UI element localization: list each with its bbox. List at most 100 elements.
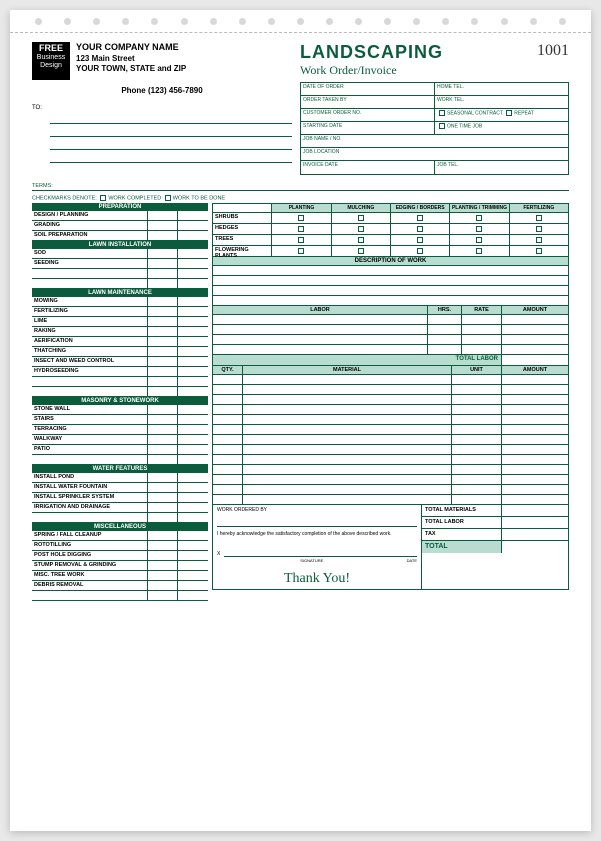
description-line[interactable] <box>212 266 569 276</box>
item-col1[interactable] <box>148 297 178 306</box>
to-line[interactable] <box>50 114 292 124</box>
item-col1[interactable] <box>148 337 178 346</box>
item-col1[interactable] <box>148 531 178 540</box>
item-col2[interactable] <box>178 581 208 590</box>
blank-row[interactable] <box>32 269 208 279</box>
blank-row[interactable] <box>32 387 208 397</box>
labor-row[interactable] <box>212 335 569 345</box>
item-col2[interactable] <box>178 531 208 540</box>
service-checkbox-cell[interactable] <box>391 224 450 234</box>
completed-checkbox[interactable] <box>100 195 106 201</box>
material-row[interactable] <box>212 485 569 495</box>
service-checkbox-cell[interactable] <box>450 246 509 256</box>
item-col1[interactable] <box>148 221 178 230</box>
item-col2[interactable] <box>178 249 208 258</box>
service-checkbox-cell[interactable] <box>332 246 391 256</box>
blank-row[interactable] <box>32 455 208 465</box>
labor-row[interactable] <box>212 315 569 325</box>
item-col2[interactable] <box>178 541 208 550</box>
item-col1[interactable] <box>148 259 178 268</box>
contract-type-field[interactable]: SEASONAL CONTRACT REPEAT <box>435 109 568 121</box>
item-col2[interactable] <box>178 211 208 220</box>
to-line[interactable] <box>50 127 292 137</box>
description-line[interactable] <box>212 286 569 296</box>
onetime-checkbox[interactable] <box>439 123 445 129</box>
item-col2[interactable] <box>178 327 208 336</box>
item-col1[interactable] <box>148 571 178 580</box>
service-checkbox-cell[interactable] <box>510 224 569 234</box>
material-row[interactable] <box>212 445 569 455</box>
to-line[interactable] <box>50 153 292 163</box>
service-checkbox-cell[interactable] <box>332 235 391 245</box>
item-col1[interactable] <box>148 561 178 570</box>
service-checkbox-cell[interactable] <box>450 224 509 234</box>
service-checkbox-cell[interactable] <box>391 235 450 245</box>
job-tel-field[interactable]: JOB TEL. <box>435 161 568 174</box>
item-col2[interactable] <box>178 503 208 512</box>
item-col2[interactable] <box>178 357 208 366</box>
material-row[interactable] <box>212 435 569 445</box>
service-checkbox-cell[interactable] <box>450 213 509 223</box>
item-col2[interactable] <box>178 483 208 492</box>
order-taken-field[interactable]: ORDER TAKEN BY <box>301 96 435 108</box>
item-col2[interactable] <box>178 317 208 326</box>
item-col2[interactable] <box>178 571 208 580</box>
item-col2[interactable] <box>178 231 208 240</box>
labor-row[interactable] <box>212 325 569 335</box>
repeat-checkbox[interactable] <box>506 110 512 116</box>
service-checkbox-cell[interactable] <box>510 246 569 256</box>
service-checkbox-cell[interactable] <box>272 213 331 223</box>
blank-row[interactable] <box>32 591 208 601</box>
terms-field[interactable]: TERMS: <box>32 183 569 191</box>
service-checkbox-cell[interactable] <box>272 235 331 245</box>
material-row[interactable] <box>212 425 569 435</box>
item-col2[interactable] <box>178 307 208 316</box>
seasonal-checkbox[interactable] <box>439 110 445 116</box>
service-checkbox-cell[interactable] <box>391 213 450 223</box>
item-col1[interactable] <box>148 307 178 316</box>
item-col2[interactable] <box>178 337 208 346</box>
to-line[interactable] <box>50 140 292 150</box>
item-col1[interactable] <box>148 551 178 560</box>
item-col1[interactable] <box>148 357 178 366</box>
labor-row[interactable] <box>212 345 569 355</box>
service-checkbox-cell[interactable] <box>391 246 450 256</box>
service-checkbox-cell[interactable] <box>272 224 331 234</box>
item-col2[interactable] <box>178 551 208 560</box>
item-col1[interactable] <box>148 445 178 454</box>
service-checkbox-cell[interactable] <box>332 224 391 234</box>
item-col1[interactable] <box>148 405 178 414</box>
item-col1[interactable] <box>148 347 178 356</box>
item-col2[interactable] <box>178 221 208 230</box>
item-col1[interactable] <box>148 493 178 502</box>
one-time-field[interactable]: ONE TIME JOB <box>435 122 568 134</box>
material-row[interactable] <box>212 375 569 385</box>
item-col1[interactable] <box>148 435 178 444</box>
item-col2[interactable] <box>178 435 208 444</box>
item-col2[interactable] <box>178 493 208 502</box>
item-col1[interactable] <box>148 415 178 424</box>
work-tel-field[interactable]: WORK TEL. <box>435 96 568 108</box>
total-materials-value[interactable] <box>502 505 568 516</box>
item-col1[interactable] <box>148 425 178 434</box>
material-row[interactable] <box>212 385 569 395</box>
item-col1[interactable] <box>148 327 178 336</box>
tobedone-checkbox[interactable] <box>165 195 171 201</box>
item-col1[interactable] <box>148 503 178 512</box>
tax-value[interactable] <box>502 529 568 540</box>
total-labor-value[interactable] <box>502 517 568 528</box>
starting-date-field[interactable]: STARTING DATE <box>301 122 435 134</box>
description-line[interactable] <box>212 276 569 286</box>
item-col2[interactable] <box>178 297 208 306</box>
item-col1[interactable] <box>148 367 178 376</box>
service-checkbox-cell[interactable] <box>332 213 391 223</box>
ordered-by-line[interactable] <box>217 517 417 527</box>
item-col1[interactable] <box>148 211 178 220</box>
service-checkbox-cell[interactable] <box>510 213 569 223</box>
material-row[interactable] <box>212 455 569 465</box>
service-checkbox-cell[interactable] <box>450 235 509 245</box>
material-row[interactable] <box>212 475 569 485</box>
job-name-field[interactable]: JOB NAME / NO. <box>301 135 568 147</box>
date-of-order-field[interactable]: DATE OF ORDER <box>301 83 435 95</box>
home-tel-field[interactable]: HOME TEL. <box>435 83 568 95</box>
